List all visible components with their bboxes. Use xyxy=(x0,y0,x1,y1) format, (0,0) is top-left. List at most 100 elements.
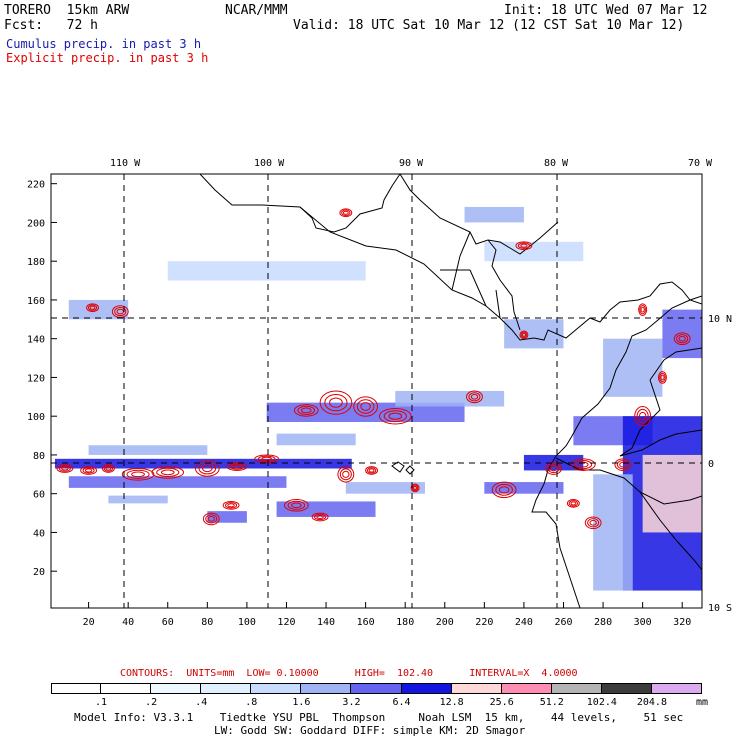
explicit-precip-contour xyxy=(365,466,378,475)
legend-level-label: 204.8 xyxy=(636,697,667,708)
explicit-precip-contour xyxy=(356,399,375,414)
lat-label: 0 xyxy=(708,459,714,470)
explicit-precip-contour xyxy=(283,499,309,512)
explicit-legend-title: Explicit precip. in past 3 h xyxy=(6,51,209,65)
legend-color-cell xyxy=(351,683,402,694)
explicit-precip-contour xyxy=(468,392,481,402)
explicit-precip-contour xyxy=(87,304,98,311)
lat-label: 10 S xyxy=(708,603,732,614)
organization: NCAR/MMM xyxy=(225,3,288,18)
explicit-precip-contour xyxy=(58,465,71,472)
explicit-precip-contour xyxy=(84,468,93,473)
x-tick-label: 60 xyxy=(162,617,174,628)
explicit-precip-contour xyxy=(470,393,479,400)
explicit-precip-contour xyxy=(156,467,180,477)
cumulus-precip-cell xyxy=(642,454,702,533)
border-lines xyxy=(440,231,501,319)
x-tick-label: 160 xyxy=(357,617,375,628)
cumulus-precip-cell xyxy=(484,241,584,262)
legend-color-cell xyxy=(501,683,552,694)
y-tick-label: 200 xyxy=(27,218,45,229)
y-tick-label: 60 xyxy=(33,490,45,501)
explicit-precip-contour xyxy=(520,331,528,339)
graticule xyxy=(51,174,702,608)
explicit-precip-contour xyxy=(410,483,420,493)
explicit-precip-contour xyxy=(638,303,648,316)
legend-color-cell xyxy=(251,683,302,694)
y-tick-label: 140 xyxy=(27,335,45,346)
cumulus-precip-cell xyxy=(484,482,564,494)
legend-level-label: 3.2 xyxy=(342,697,361,708)
legend-level-label: .8 xyxy=(245,697,258,708)
explicit-precip-contour xyxy=(640,306,645,313)
cumulus-precip-cell xyxy=(108,495,168,504)
x-tick-label: 100 xyxy=(238,617,256,628)
cumulus-precip-cell xyxy=(207,511,247,523)
model-info: Model Info: V3.3.1 Tiedtke YSU PBL Thomp… xyxy=(74,711,684,724)
cumulus-precip-cell xyxy=(464,206,524,223)
explicit-precip-contour xyxy=(634,406,652,427)
legend-level-label: .2 xyxy=(145,697,158,708)
model-name: TORERO 15km ARW xyxy=(4,3,130,18)
explicit-precip-contour xyxy=(86,303,99,313)
explicit-precip-contour xyxy=(293,404,319,417)
explicit-precip-contour xyxy=(388,412,403,420)
cumulus-precip-layer xyxy=(54,206,702,591)
physics-info: LW: Godd SW: Goddard DIFF: simple KM: 2D… xyxy=(214,724,526,737)
y-tick-label: 20 xyxy=(33,567,45,578)
x-tick-label: 140 xyxy=(317,617,335,628)
cumulus-legend-title: Cumulus precip. in past 3 h xyxy=(6,37,202,51)
legend-color-cell xyxy=(601,683,652,694)
cumulus-precip-cell xyxy=(68,476,287,488)
explicit-precip-contour xyxy=(257,455,276,463)
legend-level-label: .1 xyxy=(95,697,108,708)
explicit-precip-contour xyxy=(545,462,563,475)
explicit-precip-contour xyxy=(329,397,343,408)
explicit-precip-contour xyxy=(660,374,665,381)
y-tick-label: 40 xyxy=(33,528,45,539)
explicit-precip-contour xyxy=(517,242,530,249)
explicit-precip-contour xyxy=(353,396,378,417)
explicit-precip-contour xyxy=(339,208,353,218)
legend-color-cell xyxy=(651,683,702,694)
border-colombia-venezuela xyxy=(619,347,702,457)
x-tick-label: 280 xyxy=(594,617,612,628)
explicit-precip-contour xyxy=(676,334,689,344)
lon-label: 100 W xyxy=(254,158,285,169)
explicit-precip-contour xyxy=(205,514,218,524)
plot-frame xyxy=(50,173,703,609)
cumulus-precip-cell xyxy=(167,261,366,281)
explicit-precip-contour xyxy=(80,466,98,475)
legend-color-cell xyxy=(101,683,152,694)
x-tick-label: 120 xyxy=(277,617,295,628)
explicit-precip-contour xyxy=(56,464,74,473)
explicit-precip-contour xyxy=(678,335,686,342)
legend-level-label: 1.6 xyxy=(292,697,311,708)
y-tick-label: 100 xyxy=(27,412,45,423)
explicit-precip-contour xyxy=(291,502,302,509)
coastline-south-america xyxy=(531,295,702,608)
y-tick-label: 80 xyxy=(33,451,45,462)
explicit-precip-contour xyxy=(657,371,667,384)
coastline-central-america xyxy=(299,206,702,341)
legend-color-cell xyxy=(201,683,252,694)
explicit-precip-contour xyxy=(121,468,155,481)
explicit-precip-contour xyxy=(301,407,312,414)
explicit-precip-contour xyxy=(673,332,691,345)
legend-level-label: 51.2 xyxy=(539,697,564,708)
legend-level-label: 12.8 xyxy=(439,697,464,708)
coastline-mexico xyxy=(199,174,401,233)
explicit-precip-contour xyxy=(311,512,329,522)
cumulus-precip-cell xyxy=(88,445,208,455)
x-tick-label: 180 xyxy=(396,617,414,628)
cumulus-precip-cell xyxy=(593,474,633,591)
explicit-precip-contour xyxy=(636,408,649,424)
explicit-precip-contour xyxy=(383,410,407,423)
explicit-precip-contour xyxy=(638,411,647,421)
cumulus-precip-cell xyxy=(603,338,663,397)
x-tick-label: 320 xyxy=(673,617,691,628)
explicit-precip-contour xyxy=(378,407,412,425)
explicit-precip-contour xyxy=(105,466,112,471)
legend-color-cell xyxy=(451,683,502,694)
explicit-precip-contour xyxy=(587,518,600,528)
